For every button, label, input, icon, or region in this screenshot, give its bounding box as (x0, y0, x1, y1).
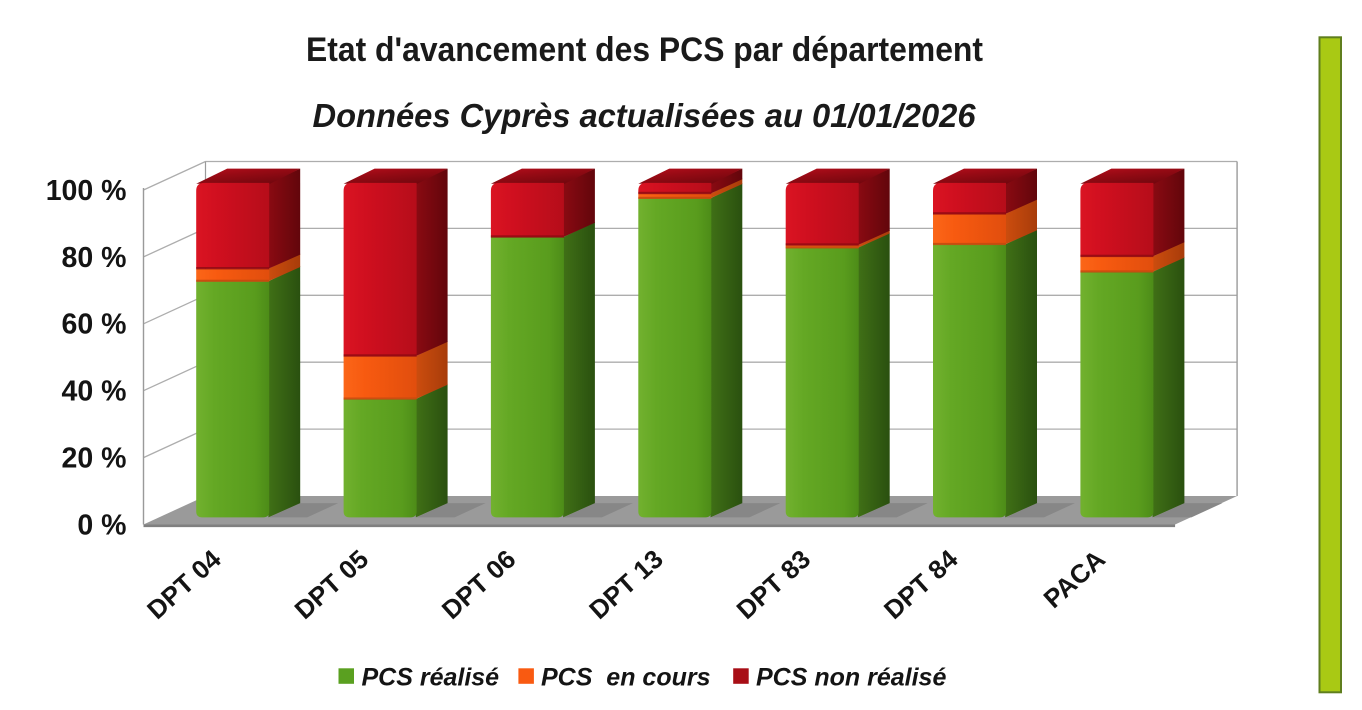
svg-text:Données Cyprès actualisées au: Données Cyprès actualisées au 01/01/2026 (313, 97, 977, 134)
svg-text:20 %: 20 % (62, 443, 127, 475)
svg-text:PCS en cours: PCS en cours (541, 664, 711, 692)
svg-text:PCS non réalisé: PCS non réalisé (756, 664, 946, 692)
svg-text:100 %: 100 % (46, 175, 127, 207)
svg-text:PCS réalisé: PCS réalisé (362, 664, 500, 692)
svg-text:Etat d'avancement des PCS par: Etat d'avancement des PCS par départemen… (306, 31, 983, 69)
svg-text:40 %: 40 % (62, 376, 127, 408)
svg-text:60 %: 60 % (62, 309, 127, 341)
svg-text:0 %: 0 % (77, 509, 126, 541)
svg-text:80 %: 80 % (62, 242, 127, 274)
